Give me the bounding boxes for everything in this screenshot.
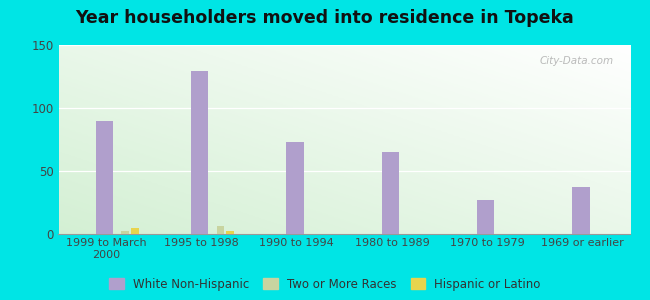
Bar bbox=[573, 188, 590, 234]
Bar bbox=[216, 226, 224, 234]
Text: City-Data.com: City-Data.com bbox=[540, 56, 614, 66]
Legend: White Non-Hispanic, Two or More Races, Hispanic or Latino: White Non-Hispanic, Two or More Races, H… bbox=[106, 274, 544, 294]
Bar bbox=[131, 228, 138, 234]
Bar bbox=[226, 232, 234, 234]
Bar bbox=[96, 121, 113, 234]
Bar bbox=[382, 152, 399, 234]
Bar bbox=[191, 71, 208, 234]
Text: Year householders moved into residence in Topeka: Year householders moved into residence i… bbox=[75, 9, 575, 27]
Bar bbox=[477, 200, 494, 234]
Bar bbox=[287, 142, 304, 234]
Bar bbox=[122, 232, 129, 234]
